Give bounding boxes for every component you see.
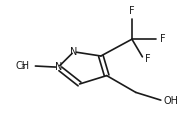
Text: N: N	[55, 62, 62, 72]
Text: CH: CH	[16, 61, 30, 71]
Text: OH: OH	[164, 96, 179, 106]
Text: F: F	[145, 54, 150, 64]
Text: F: F	[129, 6, 135, 16]
Text: 3: 3	[21, 65, 25, 70]
Text: F: F	[160, 34, 166, 44]
Text: N: N	[70, 47, 77, 57]
